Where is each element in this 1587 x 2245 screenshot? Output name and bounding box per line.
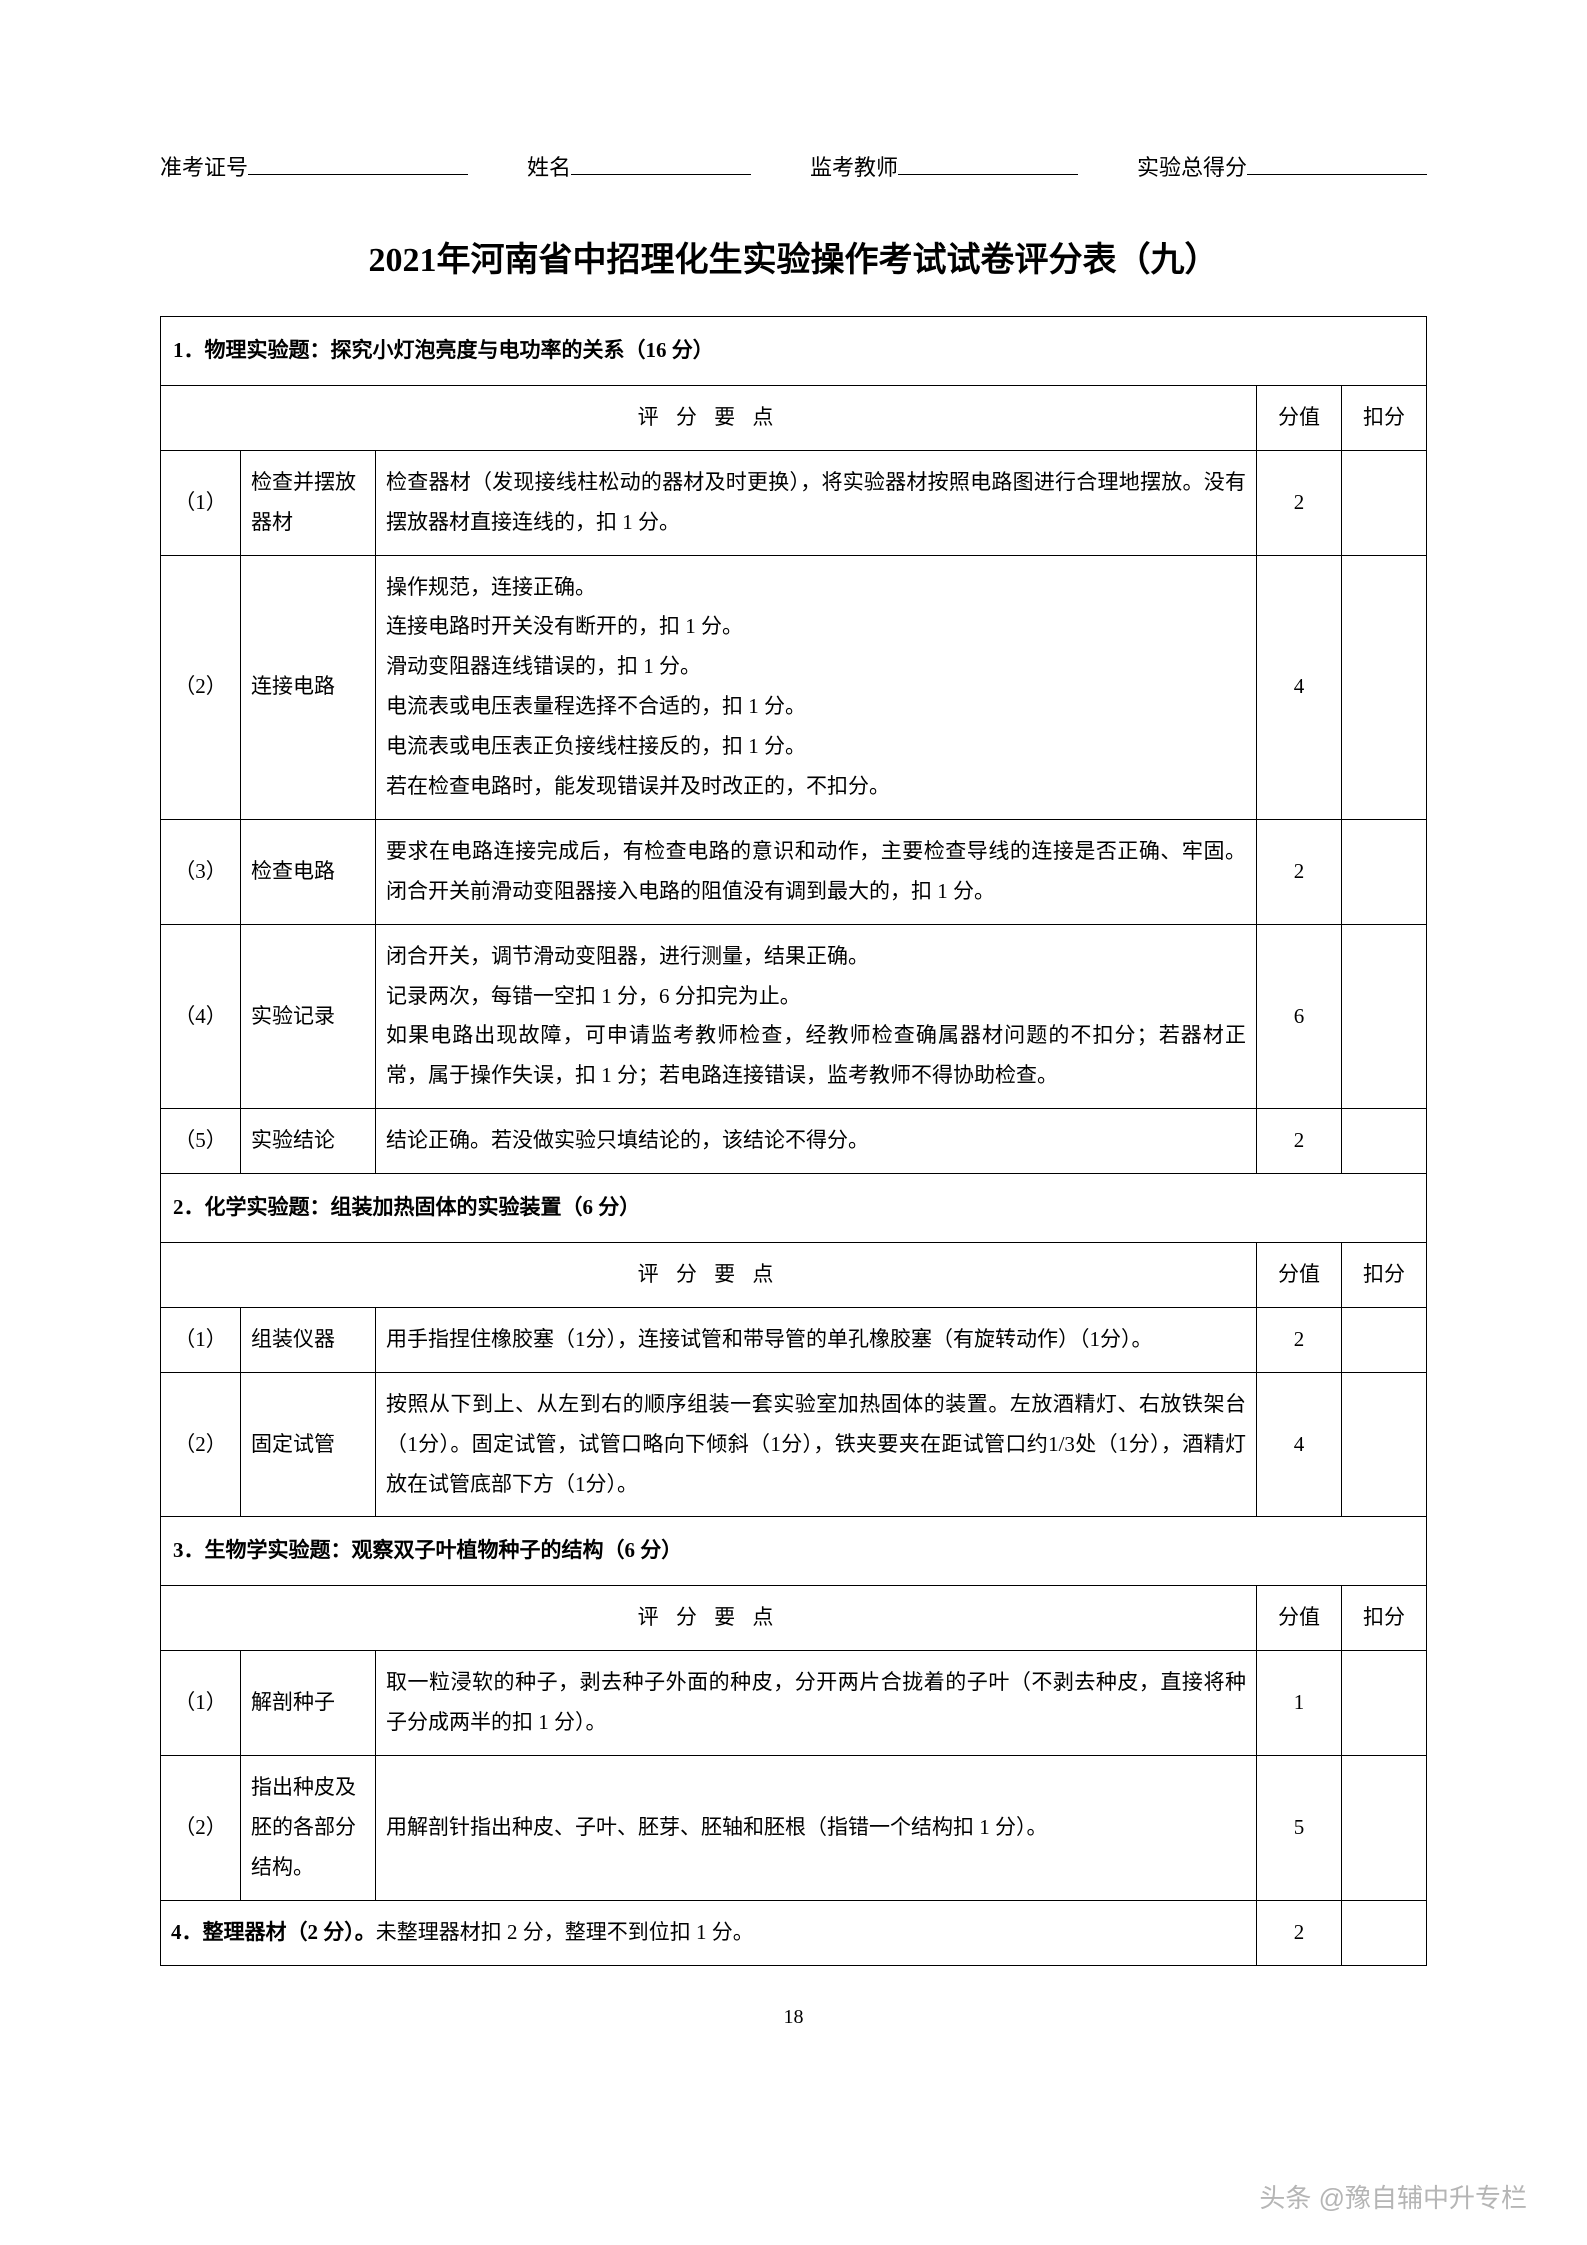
field-name-label: 姓名 bbox=[527, 150, 571, 182]
row-score: 2 bbox=[1256, 1307, 1341, 1372]
row-deduct bbox=[1341, 1307, 1426, 1372]
table-row: （3） 检查电路 要求在电路连接完成后，有检查电路的意识和动作，主要检查导线的连… bbox=[161, 819, 1427, 924]
row-name: 连接电路 bbox=[241, 555, 376, 819]
page-number: 18 bbox=[160, 2006, 1427, 2029]
row-deduct bbox=[1341, 1651, 1426, 1756]
row-desc: 结论正确。若没做实验只填结论的，该结论不得分。 bbox=[376, 1109, 1257, 1174]
row-num: （1） bbox=[161, 1651, 241, 1756]
row-num: （3） bbox=[161, 819, 241, 924]
row-num: （1） bbox=[161, 1307, 241, 1372]
row-score: 6 bbox=[1256, 924, 1341, 1109]
section4-text: 4．整理器材（2 分）。未整理器材扣 2 分，整理不到位扣 1 分。 bbox=[161, 1900, 1257, 1965]
row-score: 4 bbox=[1256, 555, 1341, 819]
watermark: 头条 @豫自辅中升专栏 bbox=[1259, 2178, 1527, 2215]
row-num: （2） bbox=[161, 1756, 241, 1901]
row-deduct bbox=[1341, 819, 1426, 924]
field-total-blank bbox=[1247, 153, 1427, 175]
field-exam-id-label: 准考证号 bbox=[160, 150, 248, 182]
col-deduct: 扣分 bbox=[1341, 1586, 1426, 1651]
row-num: （1） bbox=[161, 450, 241, 555]
field-proctor-blank bbox=[898, 153, 1078, 175]
row-name: 检查并摆放器材 bbox=[241, 450, 376, 555]
row-num: （4） bbox=[161, 924, 241, 1109]
col-deduct: 扣分 bbox=[1341, 385, 1426, 450]
col-score: 分值 bbox=[1256, 1586, 1341, 1651]
row-deduct bbox=[1341, 555, 1426, 819]
table-row: （2） 指出种皮及胚的各部分结构。 用解剖针指出种皮、子叶、胚芽、胚轴和胚根（指… bbox=[161, 1756, 1427, 1901]
col-deduct: 扣分 bbox=[1341, 1243, 1426, 1308]
row-desc: 按照从下到上、从左到右的顺序组装一套实验室加热固体的装置。左放酒精灯、右放铁架台… bbox=[376, 1372, 1257, 1517]
row-name: 实验结论 bbox=[241, 1109, 376, 1174]
row-score: 5 bbox=[1256, 1756, 1341, 1901]
col-criteria: 评 分 要 点 bbox=[161, 1586, 1257, 1651]
row-desc: 闭合开关，调节滑动变阻器，进行测量，结果正确。记录两次，每错一空扣 1 分，6 … bbox=[376, 924, 1257, 1109]
row-score: 2 bbox=[1256, 1109, 1341, 1174]
header-fields: 准考证号 姓名 监考教师 实验总得分 bbox=[160, 150, 1427, 182]
row-desc: 检查器材（发现接线柱松动的器材及时更换），将实验器材按照电路图进行合理地摆放。没… bbox=[376, 450, 1257, 555]
section4-deduct bbox=[1341, 1900, 1426, 1965]
row-num: （2） bbox=[161, 555, 241, 819]
row-desc: 用解剖针指出种皮、子叶、胚芽、胚轴和胚根（指错一个结构扣 1 分）。 bbox=[376, 1756, 1257, 1901]
row-score: 4 bbox=[1256, 1372, 1341, 1517]
section3-header: 3．生物学实验题：观察双子叶植物种子的结构（6 分） bbox=[161, 1517, 1427, 1586]
col-criteria: 评 分 要 点 bbox=[161, 385, 1257, 450]
col-criteria: 评 分 要 点 bbox=[161, 1243, 1257, 1308]
section1-header: 1．物理实验题：探究小灯泡亮度与电功率的关系（16 分） bbox=[161, 317, 1427, 386]
row-deduct bbox=[1341, 1372, 1426, 1517]
col-score: 分值 bbox=[1256, 385, 1341, 450]
table-row: （4） 实验记录 闭合开关，调节滑动变阻器，进行测量，结果正确。记录两次，每错一… bbox=[161, 924, 1427, 1109]
row-name: 检查电路 bbox=[241, 819, 376, 924]
row-desc: 操作规范，连接正确。连接电路时开关没有断开的，扣 1 分。滑动变阻器连线错误的，… bbox=[376, 555, 1257, 819]
row-num: （2） bbox=[161, 1372, 241, 1517]
row-name: 解剖种子 bbox=[241, 1651, 376, 1756]
table-row: （5） 实验结论 结论正确。若没做实验只填结论的，该结论不得分。 2 bbox=[161, 1109, 1427, 1174]
row-deduct bbox=[1341, 1756, 1426, 1901]
table-row: （2） 固定试管 按照从下到上、从左到右的顺序组装一套实验室加热固体的装置。左放… bbox=[161, 1372, 1427, 1517]
section4-row: 4．整理器材（2 分）。未整理器材扣 2 分，整理不到位扣 1 分。 2 bbox=[161, 1900, 1427, 1965]
table-row: （1） 组装仪器 用手指捏住橡胶塞（1分），连接试管和带导管的单孔橡胶塞（有旋转… bbox=[161, 1307, 1427, 1372]
section2-header: 2．化学实验题：组装加热固体的实验装置（6 分） bbox=[161, 1174, 1427, 1243]
table-row: （2） 连接电路 操作规范，连接正确。连接电路时开关没有断开的，扣 1 分。滑动… bbox=[161, 555, 1427, 819]
field-proctor-label: 监考教师 bbox=[810, 150, 898, 182]
section4-score: 2 bbox=[1256, 1900, 1341, 1965]
row-name: 固定试管 bbox=[241, 1372, 376, 1517]
table-row: （1） 检查并摆放器材 检查器材（发现接线柱松动的器材及时更换），将实验器材按照… bbox=[161, 450, 1427, 555]
row-score: 2 bbox=[1256, 450, 1341, 555]
row-name: 指出种皮及胚的各部分结构。 bbox=[241, 1756, 376, 1901]
field-exam-id-blank bbox=[248, 153, 468, 175]
row-deduct bbox=[1341, 450, 1426, 555]
table-row: （1） 解剖种子 取一粒浸软的种子，剥去种子外面的种皮，分开两片合拢着的子叶（不… bbox=[161, 1651, 1427, 1756]
row-num: （5） bbox=[161, 1109, 241, 1174]
row-deduct bbox=[1341, 1109, 1426, 1174]
scoring-table: 1．物理实验题：探究小灯泡亮度与电功率的关系（16 分） 评 分 要 点 分值 … bbox=[160, 316, 1427, 1966]
field-name-blank bbox=[571, 153, 751, 175]
row-desc: 取一粒浸软的种子，剥去种子外面的种皮，分开两片合拢着的子叶（不剥去种皮，直接将种… bbox=[376, 1651, 1257, 1756]
row-name: 实验记录 bbox=[241, 924, 376, 1109]
row-desc: 用手指捏住橡胶塞（1分），连接试管和带导管的单孔橡胶塞（有旋转动作）（1分）。 bbox=[376, 1307, 1257, 1372]
row-desc: 要求在电路连接完成后，有检查电路的意识和动作，主要检查导线的连接是否正确、牢固。… bbox=[376, 819, 1257, 924]
row-name: 组装仪器 bbox=[241, 1307, 376, 1372]
page-title: 2021年河南省中招理化生实验操作考试试卷评分表（九） bbox=[160, 232, 1427, 281]
row-deduct bbox=[1341, 924, 1426, 1109]
field-total-label: 实验总得分 bbox=[1137, 150, 1247, 182]
col-score: 分值 bbox=[1256, 1243, 1341, 1308]
row-score: 2 bbox=[1256, 819, 1341, 924]
row-score: 1 bbox=[1256, 1651, 1341, 1756]
